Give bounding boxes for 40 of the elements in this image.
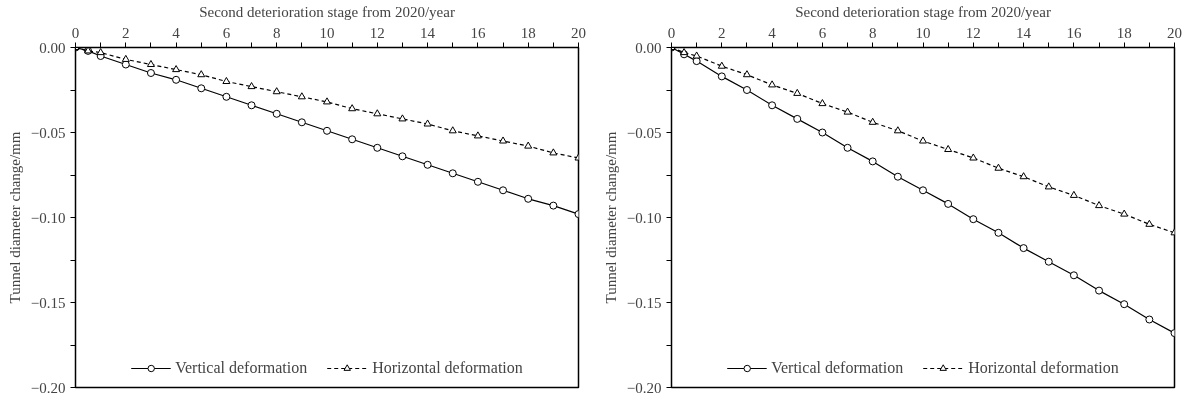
y-tick-label: 0.00 — [635, 39, 662, 56]
x-tick-label: 14 — [1016, 24, 1032, 41]
y-tick-label: −0.15 — [626, 294, 662, 311]
x-tick-label: 20 — [1167, 24, 1182, 41]
x-tick-label: 8 — [868, 24, 877, 41]
legend-label: Horizontal deformation — [968, 359, 1119, 377]
x-tick-label: 18 — [520, 24, 536, 41]
x-tick-label: 6 — [222, 24, 231, 41]
x-tick-label: 12 — [369, 24, 385, 41]
legend-label: Vertical deformation — [175, 359, 308, 377]
legend-label: Vertical deformation — [771, 359, 904, 377]
y-tick-label: −0.20 — [626, 379, 662, 396]
x-tick-label: 20 — [571, 24, 586, 41]
x-tick-label: 6 — [818, 24, 827, 41]
x-tick-label: 8 — [272, 24, 281, 41]
y-tick-label: −0.05 — [626, 124, 662, 141]
x-tick-label: 4 — [768, 24, 777, 41]
y-tick-label: −0.10 — [626, 209, 662, 226]
y-tick-label: −0.05 — [30, 124, 66, 141]
x-tick-label: 0 — [71, 24, 80, 41]
x-axis-title: Second deterioration stage from 2020/year — [795, 3, 1051, 20]
x-tick-label: 14 — [420, 24, 436, 41]
y-tick-label: −0.10 — [30, 209, 66, 226]
x-tick-label: 18 — [1116, 24, 1132, 41]
x-tick-label: 16 — [470, 24, 486, 41]
x-axis-title: Second deterioration stage from 2020/year — [199, 3, 455, 20]
x-tick-label: 4 — [172, 24, 181, 41]
x-tick-label: 16 — [1066, 24, 1082, 41]
x-tick-label: 10 — [319, 24, 335, 41]
x-tick-label: 0 — [667, 24, 676, 41]
y-axis-title: Tunnel diameter change/mm — [602, 131, 619, 304]
x-tick-label: 2 — [718, 24, 726, 41]
legend-label: Horizontal deformation — [372, 359, 523, 377]
y-tick-label: −0.20 — [30, 379, 66, 396]
x-tick-label: 2 — [122, 24, 130, 41]
x-tick-label: 10 — [915, 24, 931, 41]
y-axis-title: Tunnel diameter change/mm — [6, 131, 23, 304]
x-tick-label: 12 — [965, 24, 981, 41]
y-tick-label: 0.00 — [39, 39, 66, 56]
y-tick-label: −0.15 — [30, 294, 66, 311]
